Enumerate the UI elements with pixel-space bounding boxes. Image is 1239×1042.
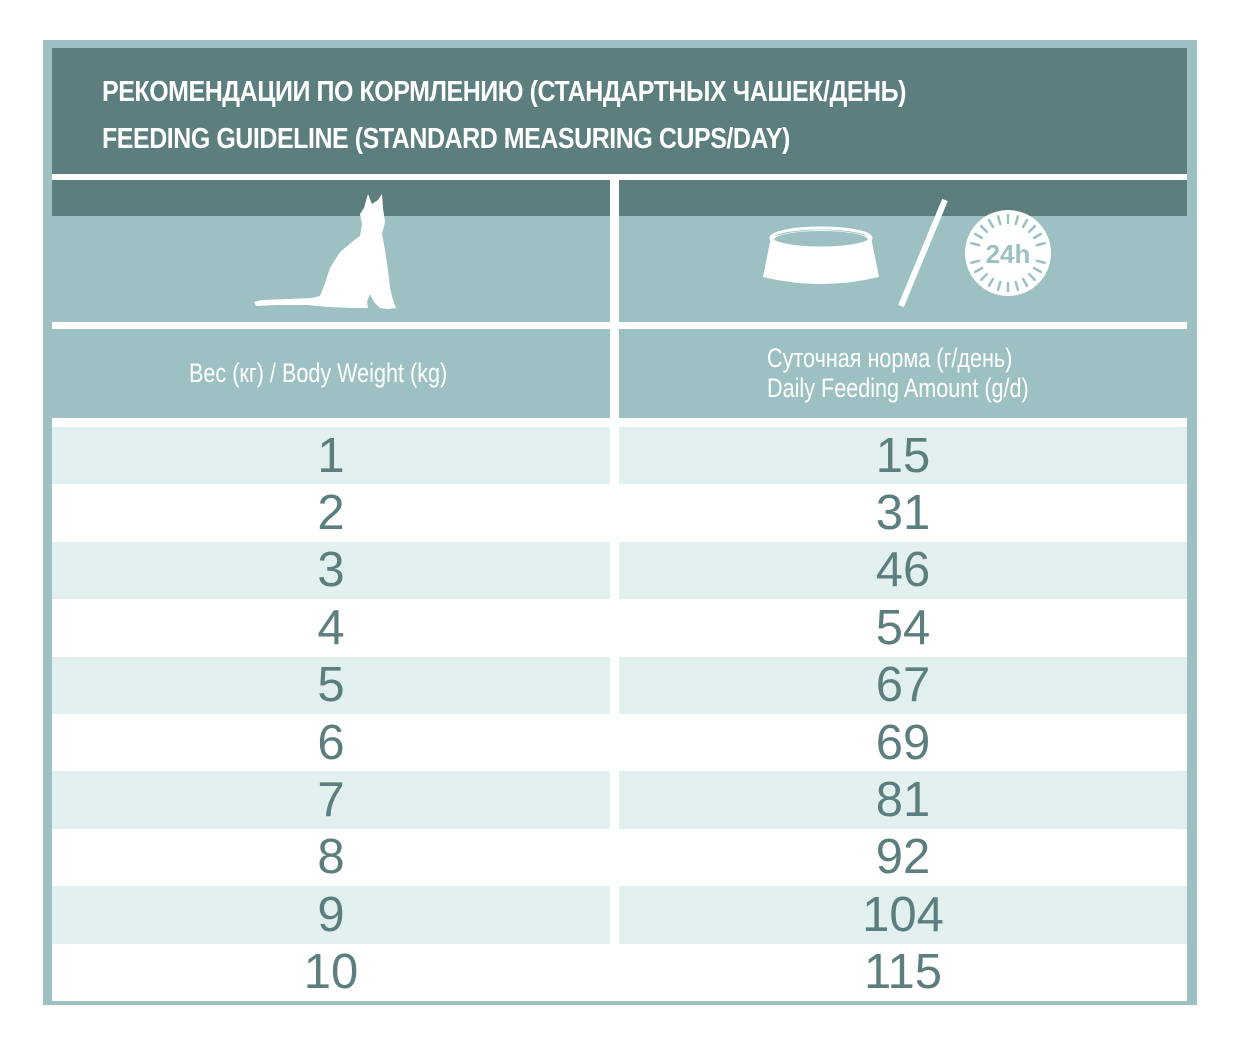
weight-cell: 1 bbox=[317, 428, 345, 483]
separator-title bbox=[52, 174, 1187, 180]
amount-cell: 69 bbox=[875, 715, 931, 770]
table-row: 1 15 bbox=[52, 427, 1187, 485]
column-divider bbox=[610, 427, 619, 485]
clock-tick bbox=[987, 218, 995, 229]
clock-tick bbox=[1021, 277, 1029, 288]
food-bowl-icon bbox=[761, 225, 881, 290]
clock-tick bbox=[996, 280, 1002, 291]
title-russian: РЕКОМЕНДАЦИИ ПО КОРМЛЕНИЮ (СТАНДАРТНЫХ Ч… bbox=[102, 76, 906, 108]
clock-tick bbox=[979, 272, 989, 282]
clock-tick bbox=[1014, 215, 1020, 226]
clock-tick bbox=[1035, 241, 1046, 247]
weight-cell: 3 bbox=[317, 543, 345, 598]
clock-tick bbox=[1035, 259, 1046, 265]
clock-tick bbox=[1027, 224, 1037, 234]
amount-cell: 54 bbox=[875, 600, 931, 655]
clock-tick bbox=[996, 215, 1002, 226]
amount-cell: 81 bbox=[875, 773, 931, 828]
feeding-table: РЕКОМЕНДАЦИИ ПО КОРМЛЕНИЮ (СТАНДАРТНЫХ Ч… bbox=[43, 40, 1197, 1005]
weight-cell: 9 bbox=[317, 887, 345, 942]
clock-tick bbox=[1021, 218, 1029, 229]
amount-cell: 15 bbox=[875, 428, 931, 483]
weight-cell: 4 bbox=[317, 600, 345, 655]
column-divider bbox=[610, 713, 619, 772]
table-row: 2 31 bbox=[52, 484, 1187, 542]
column-divider bbox=[610, 771, 619, 829]
column-header-amount-ru: Суточная норма (г/день) bbox=[767, 343, 1013, 373]
column-divider-header bbox=[610, 180, 619, 427]
table-body: 1 15 2 31 3 46 4 54 5 67 6 69 7 81 8 92 9 104 10 115 bbox=[52, 427, 1187, 1001]
table-row: 9 104 bbox=[52, 886, 1187, 944]
weight-cell: 10 bbox=[303, 945, 359, 1000]
clock-tick bbox=[970, 259, 981, 265]
title-english: FEEDING GUIDELINE (STANDARD MEASURING CU… bbox=[102, 123, 790, 155]
clock-tick bbox=[979, 224, 989, 234]
clock-tick bbox=[987, 277, 995, 288]
column-divider bbox=[610, 828, 619, 887]
weight-cell: 6 bbox=[317, 715, 345, 770]
column-divider bbox=[610, 484, 619, 542]
table-row: 7 81 bbox=[52, 771, 1187, 829]
clock-tick bbox=[1027, 272, 1037, 282]
clock-24h-icon: 24h bbox=[963, 208, 1053, 298]
cat-icon bbox=[248, 190, 408, 315]
table-row: 8 92 bbox=[52, 828, 1187, 887]
column-divider bbox=[610, 599, 619, 657]
column-header-amount-en: Daily Feeding Amount (g/d) bbox=[767, 373, 1029, 403]
amount-cell: 115 bbox=[863, 945, 943, 1000]
amount-cell: 92 bbox=[875, 830, 931, 885]
slash-divider bbox=[891, 198, 951, 310]
weight-cell: 2 bbox=[317, 486, 345, 541]
clock-tick bbox=[970, 241, 981, 247]
weight-cell: 5 bbox=[317, 658, 345, 713]
column-header-weight: Вес (кг) / Body Weight (kg) bbox=[189, 358, 448, 388]
amount-cell: 67 bbox=[875, 658, 931, 713]
table-row: 3 46 bbox=[52, 541, 1187, 600]
clock-tick bbox=[1032, 232, 1043, 240]
weight-cell: 8 bbox=[317, 830, 345, 885]
clock-tick bbox=[973, 232, 984, 240]
column-divider bbox=[610, 943, 619, 1001]
weight-cell: 7 bbox=[317, 773, 345, 828]
column-divider bbox=[610, 886, 619, 944]
amount-cell: 104 bbox=[862, 887, 944, 942]
table-row: 4 54 bbox=[52, 599, 1187, 657]
clock-label: 24h bbox=[986, 239, 1031, 269]
clock-tick bbox=[1032, 266, 1043, 274]
amount-cell: 31 bbox=[875, 486, 931, 541]
table-row: 10 115 bbox=[52, 943, 1187, 1001]
clock-tick bbox=[1014, 280, 1020, 291]
separator-headers bbox=[52, 418, 1187, 427]
clock-tick bbox=[973, 266, 984, 274]
column-divider bbox=[610, 541, 619, 600]
amount-cell: 46 bbox=[875, 543, 931, 598]
table-row: 6 69 bbox=[52, 713, 1187, 772]
column-divider bbox=[610, 656, 619, 714]
title-bar: РЕКОМЕНДАЦИИ ПО КОРМЛЕНИЮ (СТАНДАРТНЫХ Ч… bbox=[52, 48, 1187, 216]
table-row: 5 67 bbox=[52, 656, 1187, 714]
separator-icons bbox=[52, 322, 1187, 329]
